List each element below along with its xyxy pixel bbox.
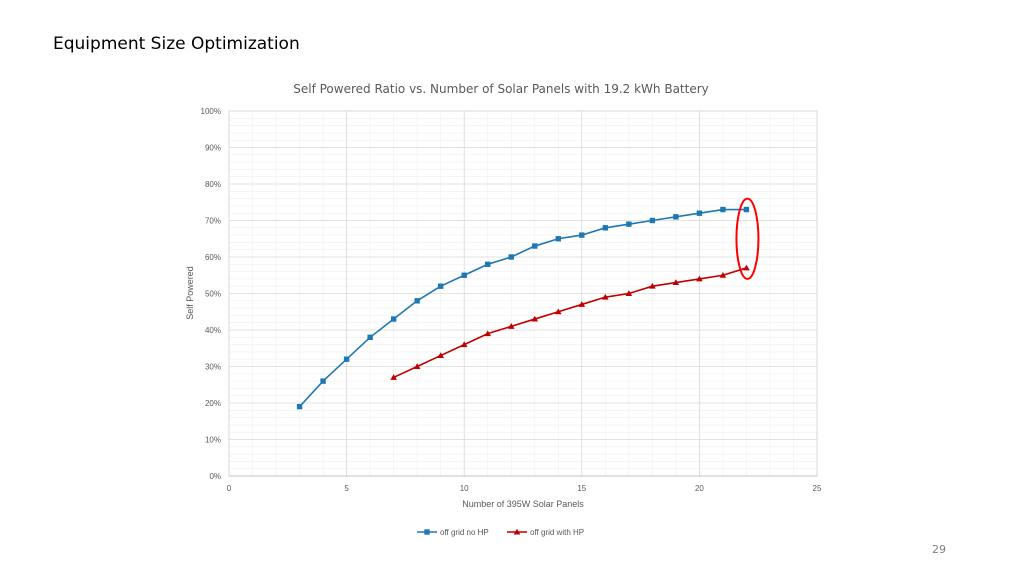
x-tick-label: 5 — [344, 484, 349, 493]
x-tick-label: 15 — [577, 484, 586, 493]
square-marker — [390, 316, 397, 322]
y-tick-label: 20% — [205, 399, 221, 408]
chart-legend: off grid no HP off grid with HP — [417, 528, 584, 537]
series-off-grid-no-hp — [296, 206, 750, 410]
legend-item: off grid with HP — [507, 528, 584, 537]
triangle-marker — [554, 308, 562, 315]
square-marker — [532, 243, 538, 249]
y-axis-title: Self Powered — [185, 266, 195, 320]
square-marker — [579, 232, 585, 238]
triangle-marker — [672, 279, 680, 286]
triangle-marker — [578, 301, 586, 307]
triangle-marker — [743, 264, 750, 271]
square-marker — [485, 261, 491, 267]
square-marker — [602, 225, 609, 231]
square-marker — [673, 214, 679, 220]
y-tick-label: 10% — [205, 436, 221, 445]
square-marker — [367, 334, 373, 340]
chart-title: Self Powered Ratio vs. Number of Solar P… — [293, 82, 709, 96]
square-marker — [461, 272, 467, 278]
y-tick-label: 50% — [205, 290, 221, 299]
triangle-marker — [413, 363, 421, 369]
y-tick-label: 90% — [205, 144, 221, 153]
series-line — [393, 267, 747, 379]
y-tick-label: 60% — [205, 253, 221, 262]
triangle-marker — [507, 323, 515, 329]
square-marker — [649, 217, 656, 224]
series-line — [298, 208, 747, 408]
square-marker — [343, 356, 350, 362]
triangle-marker — [602, 293, 609, 300]
slide-title: Equipment Size Optimization — [53, 34, 300, 54]
triangle-marker — [460, 341, 468, 348]
triangle-marker — [696, 275, 703, 282]
square-marker — [626, 221, 632, 227]
x-tick-label: 20 — [695, 484, 704, 493]
triangle-marker — [484, 330, 492, 337]
chart-axes: 0 5 10 15 20 25 0% 10% 20% 30% 40% 50% 60% 70% 80% 90% 1… — [201, 107, 822, 493]
square-marker — [696, 210, 703, 216]
y-tick-label: 40% — [205, 326, 221, 335]
legend-item: off grid no HP — [417, 528, 489, 537]
y-tick-label: 80% — [205, 180, 221, 189]
triangle-marker — [649, 282, 656, 289]
y-tick-label: 70% — [205, 217, 221, 226]
square-marker — [437, 283, 444, 289]
square-marker — [424, 529, 430, 535]
triangle-marker — [437, 352, 444, 359]
x-tick-label: 10 — [460, 484, 469, 493]
square-marker — [508, 254, 514, 260]
series-off-grid-with-hp — [390, 264, 750, 380]
page-number: 29 — [932, 543, 946, 556]
x-tick-label: 25 — [813, 484, 822, 493]
triangle-marker — [390, 374, 397, 380]
square-marker — [414, 298, 420, 304]
square-marker — [296, 403, 303, 410]
square-marker — [320, 378, 326, 384]
triangle-marker — [625, 290, 633, 296]
square-marker — [743, 206, 750, 213]
y-tick-label: 100% — [201, 107, 221, 116]
triangle-marker — [531, 315, 539, 322]
y-tick-label: 30% — [205, 363, 221, 372]
triangle-marker — [719, 271, 727, 278]
y-tick-label: 0% — [209, 472, 221, 481]
chart-grid — [228, 110, 818, 477]
x-axis-title: Number of 395W Solar Panels — [462, 499, 584, 509]
x-tick-label: 0 — [227, 484, 232, 493]
chart-series — [296, 206, 750, 410]
highlight-ellipse — [735, 197, 760, 280]
square-marker — [720, 206, 726, 213]
legend-label: off grid with HP — [530, 528, 584, 537]
triangle-marker — [513, 528, 521, 535]
legend-label: off grid no HP — [440, 528, 489, 537]
square-marker — [555, 236, 561, 242]
chart-annotations — [735, 197, 760, 280]
